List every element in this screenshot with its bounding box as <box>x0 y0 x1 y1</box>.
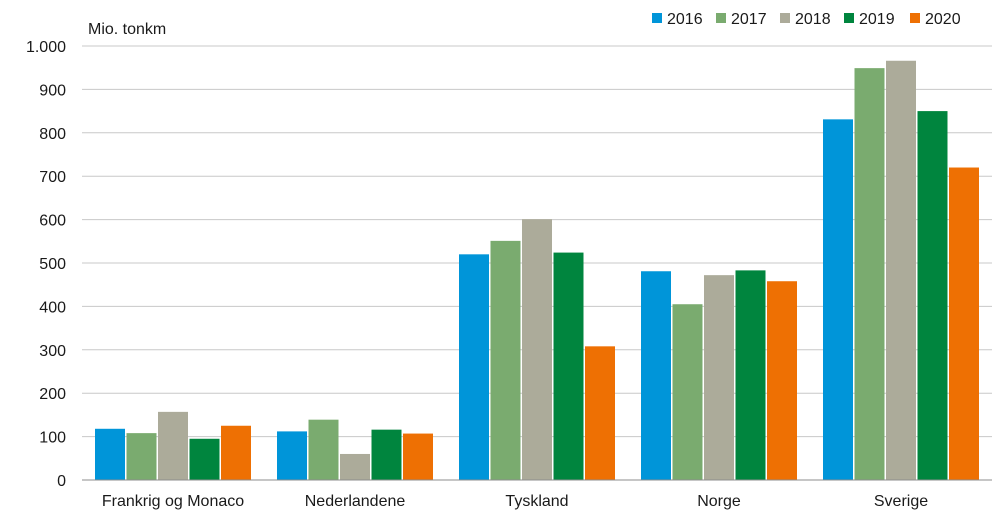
bar-2017 <box>308 419 339 480</box>
legend-swatch <box>780 13 790 23</box>
legend-label: 2019 <box>859 11 895 28</box>
legend-label: 2018 <box>795 11 831 28</box>
y-axis-ticks: 0 100 200 300 400 500 600 700 800 900 1.000 <box>26 39 66 490</box>
category-label: Sverige <box>874 493 928 510</box>
bar-2016 <box>641 271 671 480</box>
legend-swatch <box>844 13 854 23</box>
legend-label: 2016 <box>667 11 703 28</box>
y-tick-label: 1.000 <box>26 39 66 56</box>
bars <box>95 60 979 480</box>
y-unit-label: Mio. tonkm <box>88 21 166 38</box>
bar-2019 <box>917 111 948 480</box>
legend: 2016 2017 2018 2019 2020 <box>652 11 961 28</box>
bar-2020 <box>767 281 797 480</box>
y-tick-label: 100 <box>39 430 66 447</box>
bar-2017 <box>672 304 703 480</box>
y-tick-label: 700 <box>39 169 66 186</box>
y-tick-label: 600 <box>39 213 66 230</box>
y-tick-label: 900 <box>39 82 66 99</box>
y-tick-label: 0 <box>57 473 66 490</box>
bar-2016 <box>459 254 489 480</box>
bar-2016 <box>95 428 125 480</box>
bar-2020 <box>403 433 433 480</box>
bar-2020 <box>949 167 979 480</box>
bar-2019 <box>735 270 766 480</box>
category-label: Tyskland <box>505 493 568 510</box>
legend-swatch <box>652 13 662 23</box>
legend-swatch <box>910 13 920 23</box>
category-label: Frankrig og Monaco <box>102 493 244 510</box>
bar-2017 <box>490 240 521 480</box>
bar-2018 <box>522 219 552 480</box>
legend-swatch <box>716 13 726 23</box>
y-tick-label: 500 <box>39 256 66 273</box>
y-tick-label: 200 <box>39 386 66 403</box>
y-tick-label: 400 <box>39 299 66 316</box>
bar-2016 <box>277 431 307 480</box>
bar-2017 <box>126 433 157 480</box>
bar-2018 <box>886 60 916 480</box>
category-label: Nederlandene <box>305 493 406 510</box>
bar-2020 <box>585 346 615 480</box>
x-axis-labels: Frankrig og Monaco Nederlandene Tyskland No… <box>102 493 928 510</box>
legend-label: 2020 <box>925 11 961 28</box>
bar-2018 <box>340 453 370 480</box>
bar-2020 <box>221 425 251 480</box>
bar-2019 <box>371 429 402 480</box>
y-tick-label: 300 <box>39 343 66 360</box>
bar-2016 <box>823 119 853 480</box>
bar-2018 <box>158 411 188 480</box>
bar-2018 <box>704 275 734 480</box>
category-label: Norge <box>697 493 741 510</box>
y-tick-label: 800 <box>39 126 66 143</box>
bar-2019 <box>553 252 584 480</box>
bar-2019 <box>189 438 220 480</box>
legend-label: 2017 <box>731 11 767 28</box>
bar-2017 <box>854 68 885 480</box>
